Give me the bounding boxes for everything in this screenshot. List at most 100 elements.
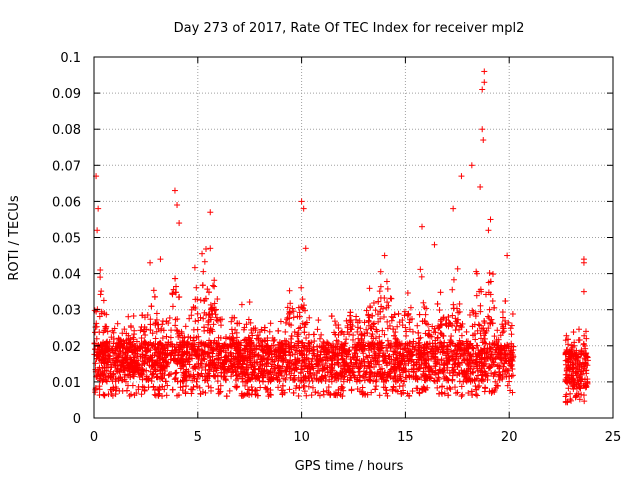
data-point (211, 373, 218, 380)
data-point (92, 360, 99, 367)
data-point (431, 241, 438, 248)
data-point (328, 313, 335, 320)
data-point (451, 384, 458, 391)
data-point (437, 289, 444, 296)
data-point (396, 383, 403, 390)
y-tick-label: 0.1 (60, 51, 81, 66)
data-point (157, 256, 164, 263)
data-point (567, 390, 574, 397)
data-point (468, 162, 475, 169)
data-point (207, 245, 214, 252)
data-point (450, 205, 457, 212)
data-point (297, 378, 304, 385)
x-tick-labels: 0 5 10 15 20 25 (90, 430, 621, 445)
data-point (422, 311, 429, 318)
data-point (504, 252, 511, 259)
data-point (267, 320, 274, 327)
data-point (275, 327, 282, 334)
data-point (222, 335, 229, 342)
data-point (509, 311, 516, 318)
data-point (201, 258, 208, 265)
data-point (125, 313, 132, 320)
y-tick-label: 0.05 (52, 232, 81, 247)
data-point (228, 326, 235, 333)
data-point (381, 252, 388, 259)
data-point (416, 311, 423, 318)
data-point (482, 384, 489, 391)
data-point (401, 378, 408, 385)
data-point (384, 285, 391, 292)
grid-lines (94, 57, 613, 418)
data-point (314, 326, 321, 333)
data-point (470, 345, 477, 352)
x-tick-label: 15 (397, 430, 414, 445)
data-point (203, 246, 210, 253)
data-point (474, 392, 481, 399)
y-tick-label: 0.06 (52, 195, 81, 210)
data-point (449, 312, 456, 319)
data-point (210, 321, 217, 328)
data-point (418, 273, 425, 280)
y-tick-label: 0.07 (52, 159, 81, 174)
data-point (458, 393, 465, 400)
data-point (301, 388, 308, 395)
data-point (508, 322, 515, 329)
data-point (347, 309, 354, 316)
data-point (373, 383, 380, 390)
data-point (233, 372, 240, 379)
data-point (97, 274, 104, 281)
data-point (388, 295, 395, 302)
data-point (452, 390, 459, 397)
data-point (316, 335, 323, 342)
data-point (376, 333, 383, 340)
data-point (148, 303, 155, 310)
data-point (147, 259, 154, 266)
data-point (580, 288, 587, 295)
data-point (509, 372, 516, 379)
data-point (298, 198, 305, 205)
data-point (487, 216, 494, 223)
data-point (369, 312, 376, 319)
data-point (191, 264, 198, 271)
y-tick-label: 0.09 (52, 87, 81, 102)
data-point (305, 383, 312, 390)
data-point (318, 331, 325, 338)
data-point (486, 270, 493, 277)
data-point (152, 335, 159, 342)
data-point (383, 278, 390, 285)
data-point (166, 314, 173, 321)
data-point (123, 387, 130, 394)
data-point (414, 322, 421, 329)
data-point (436, 307, 443, 314)
data-point (169, 303, 176, 310)
data-point (452, 327, 459, 334)
data-point (217, 322, 224, 329)
data-point (131, 331, 138, 338)
data-point (485, 227, 492, 234)
data-point (182, 390, 189, 397)
data-point (575, 326, 582, 333)
data-point (367, 304, 374, 311)
data-point (450, 276, 457, 283)
data-point (286, 287, 293, 294)
y-tick-label: 0.01 (52, 376, 81, 391)
data-point (479, 126, 486, 133)
y-tick-label: 0.03 (52, 304, 81, 319)
data-point (384, 299, 391, 306)
data-point (417, 266, 424, 273)
data-point (153, 310, 160, 317)
data-point (298, 284, 305, 291)
data-point (403, 332, 410, 339)
data-point (163, 392, 170, 399)
data-point (199, 250, 206, 257)
data-point (333, 337, 340, 344)
data-point (507, 325, 514, 332)
data-point (182, 323, 189, 330)
data-point (348, 387, 355, 394)
data-point (295, 325, 302, 332)
data-point (155, 387, 162, 394)
data-point (366, 285, 373, 292)
data-point (379, 327, 386, 334)
data-point (175, 294, 182, 301)
data-point (114, 320, 121, 327)
